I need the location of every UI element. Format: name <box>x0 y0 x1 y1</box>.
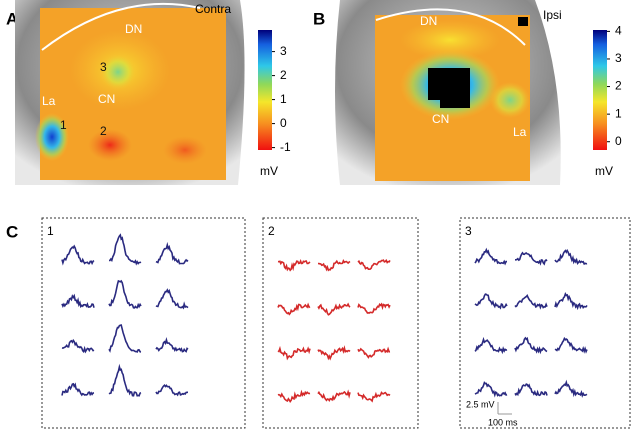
map-label: La <box>513 125 527 139</box>
trace <box>474 247 507 266</box>
panel-label: B <box>313 9 325 28</box>
trace <box>554 248 588 266</box>
trace <box>277 345 311 361</box>
box-label: 2 <box>268 224 275 238</box>
trace-box <box>41 217 246 429</box>
map-label: DN <box>420 14 437 28</box>
trace-box <box>459 217 631 429</box>
map-label: CN <box>432 112 449 126</box>
marker <box>518 17 528 26</box>
trace <box>108 279 142 309</box>
trace <box>317 345 351 361</box>
heatmap-blob <box>490 82 530 118</box>
side-label: Ipsi <box>543 8 562 22</box>
trace <box>515 251 548 266</box>
box-label: 1 <box>47 224 54 238</box>
colorbar <box>593 30 607 150</box>
heatmap-blob <box>400 20 500 60</box>
trace <box>277 259 311 272</box>
trace <box>554 379 588 398</box>
colorbar-tick-label: 3 <box>615 51 622 65</box>
trace <box>108 363 142 397</box>
heatmap-blob <box>100 54 136 90</box>
trace <box>155 288 189 310</box>
trace <box>61 338 95 354</box>
colorbar-tick-label: 1 <box>280 92 287 106</box>
colorbar-tick-label: -1 <box>280 140 291 154</box>
trace <box>108 324 142 354</box>
trace <box>109 233 142 266</box>
scale-label: 2.5 mV <box>466 399 495 409</box>
trace <box>357 258 391 270</box>
trace <box>357 302 391 314</box>
colorbar-tick-label: 2 <box>280 68 287 82</box>
trace <box>277 302 311 316</box>
trace <box>317 302 351 316</box>
site-label: 3 <box>100 60 107 74</box>
trace <box>61 244 95 266</box>
trace <box>277 389 311 404</box>
heatmap-blob <box>35 113 69 161</box>
map-label: La <box>42 94 56 108</box>
outline <box>375 8 526 46</box>
scale-label: 100 ms <box>488 417 518 427</box>
trace-box <box>262 217 419 429</box>
trace <box>317 389 351 403</box>
panel-label: C <box>6 222 18 241</box>
trace <box>514 383 548 397</box>
trace <box>155 337 189 353</box>
colorbar-tick-label: 2 <box>615 79 622 93</box>
colorbar-unit: mV <box>595 164 613 178</box>
colorbar <box>258 30 272 150</box>
colorbar-tick-label: 1 <box>615 106 622 120</box>
heatmap-blob <box>163 136 207 164</box>
site-label: 2 <box>100 124 107 138</box>
map-label: DN <box>125 22 142 36</box>
trace <box>474 336 508 355</box>
trace <box>474 293 508 310</box>
heatmap-blob <box>88 129 132 161</box>
lesion <box>428 68 470 108</box>
trace <box>554 291 588 311</box>
trace <box>554 336 588 354</box>
trace <box>155 383 188 397</box>
trace <box>357 346 391 359</box>
site-label: 1 <box>60 118 67 132</box>
trace <box>357 391 391 403</box>
box-label: 3 <box>465 224 472 238</box>
colorbar-unit: mV <box>260 164 278 178</box>
trace <box>318 259 351 272</box>
map-label: CN <box>98 92 115 106</box>
trace <box>474 381 508 398</box>
colorbar-tick-label: 0 <box>615 134 622 148</box>
colorbar-tick-label: 3 <box>280 44 287 58</box>
trace <box>155 241 189 265</box>
trace <box>514 293 548 310</box>
trace <box>61 382 95 397</box>
trace <box>61 293 95 309</box>
trace <box>514 336 548 355</box>
outline <box>41 2 201 51</box>
colorbar-tick-label: 0 <box>280 116 287 130</box>
side-label: Contra <box>195 2 231 16</box>
colorbar-tick-label: 4 <box>615 24 622 38</box>
